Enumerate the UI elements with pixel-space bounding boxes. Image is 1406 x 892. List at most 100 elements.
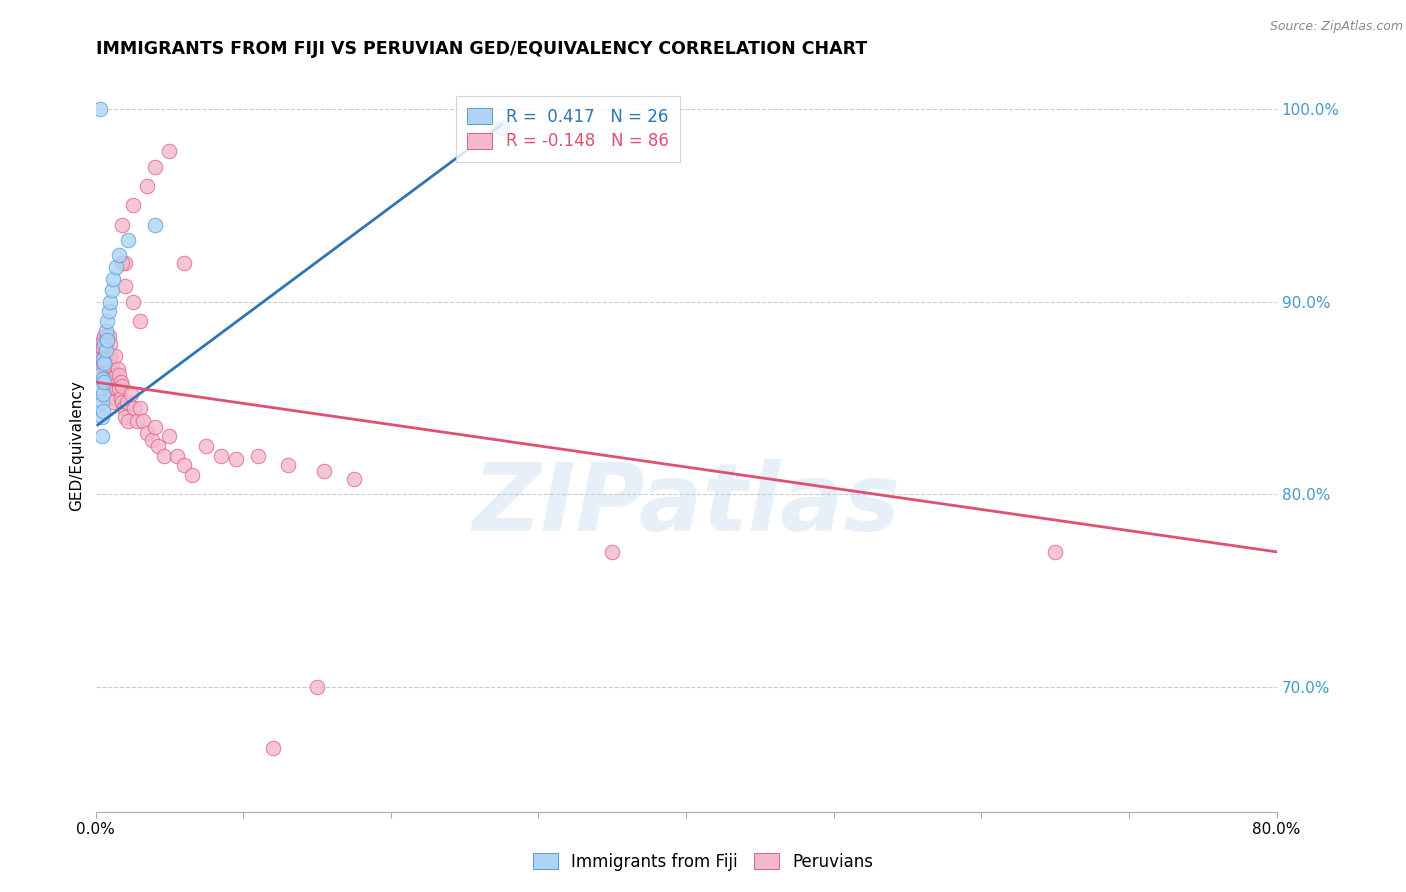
Point [105, 368, 128, 382]
Point [143, 419, 166, 434]
Point [93, 349, 115, 363]
Point [129, 401, 152, 415]
Point [117, 414, 139, 428]
Point [107, 376, 129, 390]
Point [343, 472, 366, 486]
Point [103, 271, 125, 285]
Point [314, 464, 336, 478]
Point [97, 349, 120, 363]
Point [307, 680, 329, 694]
Point [108, 381, 131, 395]
Point [91, 352, 114, 367]
Text: ZIPatlas: ZIPatlas [472, 458, 900, 550]
Point [114, 279, 136, 293]
Point [93, 356, 115, 370]
Point [91, 371, 114, 385]
Point [89, 102, 111, 116]
Point [173, 458, 195, 473]
Point [111, 256, 134, 270]
Point [146, 439, 169, 453]
Point [225, 452, 247, 467]
Point [93, 337, 115, 351]
Point [159, 145, 180, 159]
Point [159, 429, 180, 443]
Point [136, 179, 159, 194]
Point [101, 283, 124, 297]
Point [90, 394, 112, 409]
Point [94, 337, 117, 351]
Point [166, 449, 188, 463]
Point [90, 410, 112, 425]
Point [89, 362, 111, 376]
Point [98, 294, 122, 309]
Point [103, 394, 125, 409]
Point [97, 368, 120, 382]
Point [152, 449, 174, 463]
Point [94, 362, 117, 376]
Point [173, 256, 195, 270]
Point [97, 329, 120, 343]
Point [114, 410, 136, 425]
Point [143, 160, 166, 174]
Point [104, 368, 127, 382]
Point [98, 337, 122, 351]
Point [114, 256, 136, 270]
Legend: Immigrants from Fiji, Peruvians: Immigrants from Fiji, Peruvians [524, 845, 882, 880]
Y-axis label: GED/Equivalency: GED/Equivalency [69, 381, 84, 511]
Point [87, 381, 110, 395]
Point [101, 391, 124, 405]
Point [600, 545, 623, 559]
Point [98, 362, 122, 376]
Point [90, 371, 112, 385]
Point [104, 349, 127, 363]
Point [96, 364, 118, 378]
Point [129, 314, 152, 328]
Point [111, 394, 134, 409]
Point [195, 439, 218, 453]
Point [94, 324, 117, 338]
Point [107, 362, 129, 376]
Point [108, 368, 131, 382]
Point [121, 294, 143, 309]
Point [262, 741, 284, 756]
Point [94, 376, 117, 390]
Point [108, 248, 131, 262]
Point [89, 343, 111, 357]
Point [97, 304, 120, 318]
Point [91, 341, 114, 355]
Text: IMMIGRANTS FROM FIJI VS PERUVIAN GED/EQUIVALENCY CORRELATION CHART: IMMIGRANTS FROM FIJI VS PERUVIAN GED/EQU… [96, 40, 868, 58]
Legend: R =  0.417   N = 26, R = -0.148   N = 86: R = 0.417 N = 26, R = -0.148 N = 86 [456, 96, 681, 162]
Point [91, 404, 114, 418]
Point [136, 425, 159, 440]
Point [247, 449, 270, 463]
Point [91, 376, 114, 390]
Point [209, 449, 232, 463]
Point [110, 391, 132, 405]
Point [96, 344, 118, 359]
Point [91, 387, 114, 401]
Point [94, 391, 117, 405]
Point [91, 333, 114, 347]
Point [89, 368, 111, 382]
Point [96, 314, 118, 328]
Point [122, 401, 145, 415]
Point [101, 360, 124, 375]
Point [132, 414, 155, 428]
Point [143, 218, 166, 232]
Point [110, 376, 132, 390]
Point [125, 414, 148, 428]
Point [94, 352, 117, 367]
Point [491, 121, 513, 136]
Point [141, 434, 163, 448]
Point [180, 467, 202, 482]
Point [111, 218, 134, 232]
Point [96, 329, 118, 343]
Point [105, 260, 128, 274]
Point [93, 329, 115, 343]
Point [103, 379, 125, 393]
Point [91, 356, 114, 370]
Point [112, 401, 135, 415]
Point [93, 368, 115, 382]
Point [101, 376, 124, 390]
Point [93, 376, 115, 390]
